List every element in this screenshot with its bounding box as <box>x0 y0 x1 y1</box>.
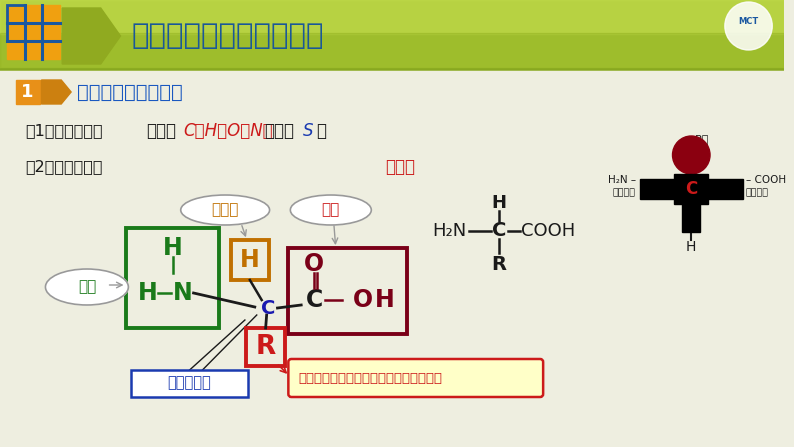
Bar <box>0 0 784 34</box>
Text: 羧基: 羧基 <box>322 202 340 218</box>
Text: 等: 等 <box>316 122 326 140</box>
Text: （氨基）: （氨基） <box>613 189 636 198</box>
Text: – COOH: – COOH <box>746 175 786 185</box>
Ellipse shape <box>181 195 270 225</box>
Bar <box>288 248 407 334</box>
Text: H: H <box>240 248 260 272</box>
Polygon shape <box>62 8 121 64</box>
Text: MCT: MCT <box>738 17 759 26</box>
Text: 一、蛋白质的结构和功能: 一、蛋白质的结构和功能 <box>131 22 324 50</box>
Text: 氢原子: 氢原子 <box>211 202 239 218</box>
Text: H: H <box>686 240 696 254</box>
Text: 一定有: 一定有 <box>146 122 176 140</box>
Bar <box>16 80 40 104</box>
Bar <box>126 228 219 328</box>
Bar <box>7 5 25 23</box>
Text: C: C <box>685 180 697 198</box>
Text: C: C <box>306 288 322 312</box>
Circle shape <box>725 2 773 50</box>
Text: C、H、O、N，: C、H、O、N， <box>183 122 273 140</box>
Text: 氨基: 氨基 <box>78 279 96 295</box>
Text: （羧基）: （羧基） <box>746 189 769 198</box>
Text: H: H <box>491 194 507 212</box>
Circle shape <box>673 136 710 174</box>
Text: （2）结构通式：: （2）结构通式： <box>25 160 103 174</box>
Text: R: R <box>491 256 507 274</box>
Ellipse shape <box>291 195 372 225</box>
Text: COOH: COOH <box>521 222 575 240</box>
Text: 简写：: 简写： <box>385 158 415 176</box>
Text: O: O <box>304 252 324 276</box>
Text: O: O <box>353 288 373 312</box>
Text: R: R <box>256 334 276 360</box>
Bar <box>231 240 268 280</box>
Polygon shape <box>41 80 71 104</box>
Bar <box>640 179 674 199</box>
Bar <box>674 174 708 204</box>
Bar <box>682 204 700 232</box>
Text: C: C <box>491 222 506 240</box>
Text: H: H <box>376 288 395 312</box>
Bar <box>0 0 784 68</box>
Bar <box>7 23 25 41</box>
Text: H₂N –: H₂N – <box>608 175 636 185</box>
Text: 1: 1 <box>21 83 34 101</box>
Text: 侧链基团：决定氨基酸的种类和理化性质: 侧链基团：决定氨基酸的种类和理化性质 <box>299 371 442 384</box>
Text: S: S <box>303 122 314 140</box>
Text: H₂N: H₂N <box>432 222 466 240</box>
Text: 中心碳原子: 中心碳原子 <box>168 375 211 391</box>
Text: H: H <box>138 281 158 305</box>
FancyBboxPatch shape <box>288 359 543 397</box>
Text: H: H <box>163 236 183 260</box>
Text: N: N <box>173 281 193 305</box>
Bar <box>246 328 285 366</box>
Text: R基: R基 <box>696 134 710 144</box>
Text: （1）组成元素：: （1）组成元素： <box>25 123 103 139</box>
Bar <box>708 179 742 199</box>
Text: C: C <box>261 299 276 317</box>
Bar <box>131 370 248 397</box>
Text: 组成蛋白质的氨基酸: 组成蛋白质的氨基酸 <box>77 83 183 101</box>
Ellipse shape <box>45 269 129 305</box>
Bar <box>7 5 60 59</box>
Bar <box>0 33 784 68</box>
Text: 有的含: 有的含 <box>264 122 295 140</box>
